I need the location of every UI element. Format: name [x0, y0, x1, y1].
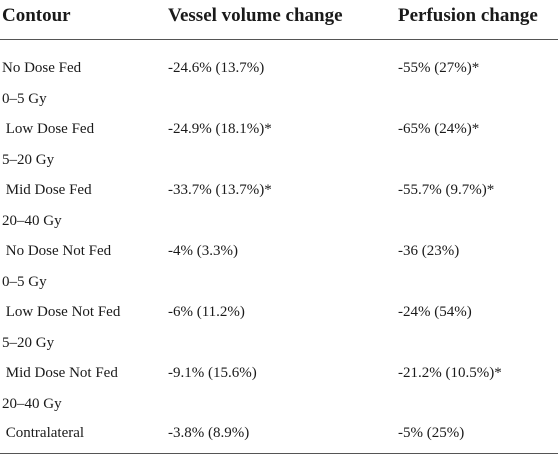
- header-perfusion-change: Perfusion change: [398, 5, 538, 26]
- perfusion-value: -24% (54%): [398, 304, 472, 320]
- vessel-volume-value: -24.6% (13.7%): [168, 60, 265, 76]
- contour-name: Contralateral: [2, 425, 85, 441]
- header-rule: [0, 39, 558, 40]
- table-row: Mid Dose Fed 20–40 Gy -33.7% (13.7%)* -5…: [0, 180, 558, 240]
- table-row: No Dose Fed 0–5 Gy -24.6% (13.7%) -55% (…: [0, 58, 558, 118]
- contour-dose-range: 20–40 Gy: [2, 396, 62, 412]
- contour-name: No Dose Not Fed: [2, 243, 112, 259]
- header-vessel-volume-change: Vessel volume change: [168, 5, 343, 26]
- contour-dose-range: 20–40 Gy: [2, 213, 62, 229]
- table-row: No Dose Not Fed 0–5 Gy -4% (3.3%) -36 (2…: [0, 241, 558, 301]
- table-header: Contour Vessel volume change Perfusion c…: [0, 0, 558, 36]
- contour-name: No Dose Fed: [2, 60, 82, 76]
- table-row: Contralateral -3.8% (8.9%) -5% (25%): [0, 423, 558, 451]
- vessel-volume-value: -6% (11.2%): [168, 304, 245, 320]
- header-contour: Contour: [2, 5, 71, 26]
- contour-dose-range: 5–20 Gy: [2, 152, 55, 168]
- contour-name: Low Dose Not Fed: [2, 304, 121, 320]
- contour-name: Mid Dose Fed: [2, 182, 92, 198]
- vessel-volume-value: -9.1% (15.6%): [168, 365, 257, 381]
- contour-dose-range: 0–5 Gy: [2, 274, 47, 290]
- contour-dose-range: 0–5 Gy: [2, 91, 47, 107]
- perfusion-value: -55% (27%)*: [398, 60, 480, 76]
- vessel-volume-value: -33.7% (13.7%)*: [168, 182, 272, 198]
- perfusion-value: -65% (24%)*: [398, 121, 480, 137]
- vessel-volume-value: -3.8% (8.9%): [168, 425, 250, 441]
- perfusion-value: -55.7% (9.7%)*: [398, 182, 495, 198]
- contour-dose-range: 5–20 Gy: [2, 335, 55, 351]
- contour-name: Low Dose Fed: [2, 121, 95, 137]
- perfusion-value: -21.2% (10.5%)*: [398, 365, 502, 381]
- perfusion-value: -5% (25%): [398, 425, 465, 441]
- vessel-volume-value: -24.9% (18.1%)*: [168, 121, 272, 137]
- bottom-rule: [0, 453, 558, 454]
- vessel-volume-value: -4% (3.3%): [168, 243, 238, 259]
- table-row: Mid Dose Not Fed 20–40 Gy -9.1% (15.6%) …: [0, 363, 558, 423]
- contour-name: Mid Dose Not Fed: [2, 365, 118, 381]
- table-row: Low Dose Not Fed 5–20 Gy -6% (11.2%) -24…: [0, 302, 558, 362]
- perfusion-value: -36 (23%): [398, 243, 460, 259]
- table-row: Low Dose Fed 5–20 Gy -24.9% (18.1%)* -65…: [0, 119, 558, 179]
